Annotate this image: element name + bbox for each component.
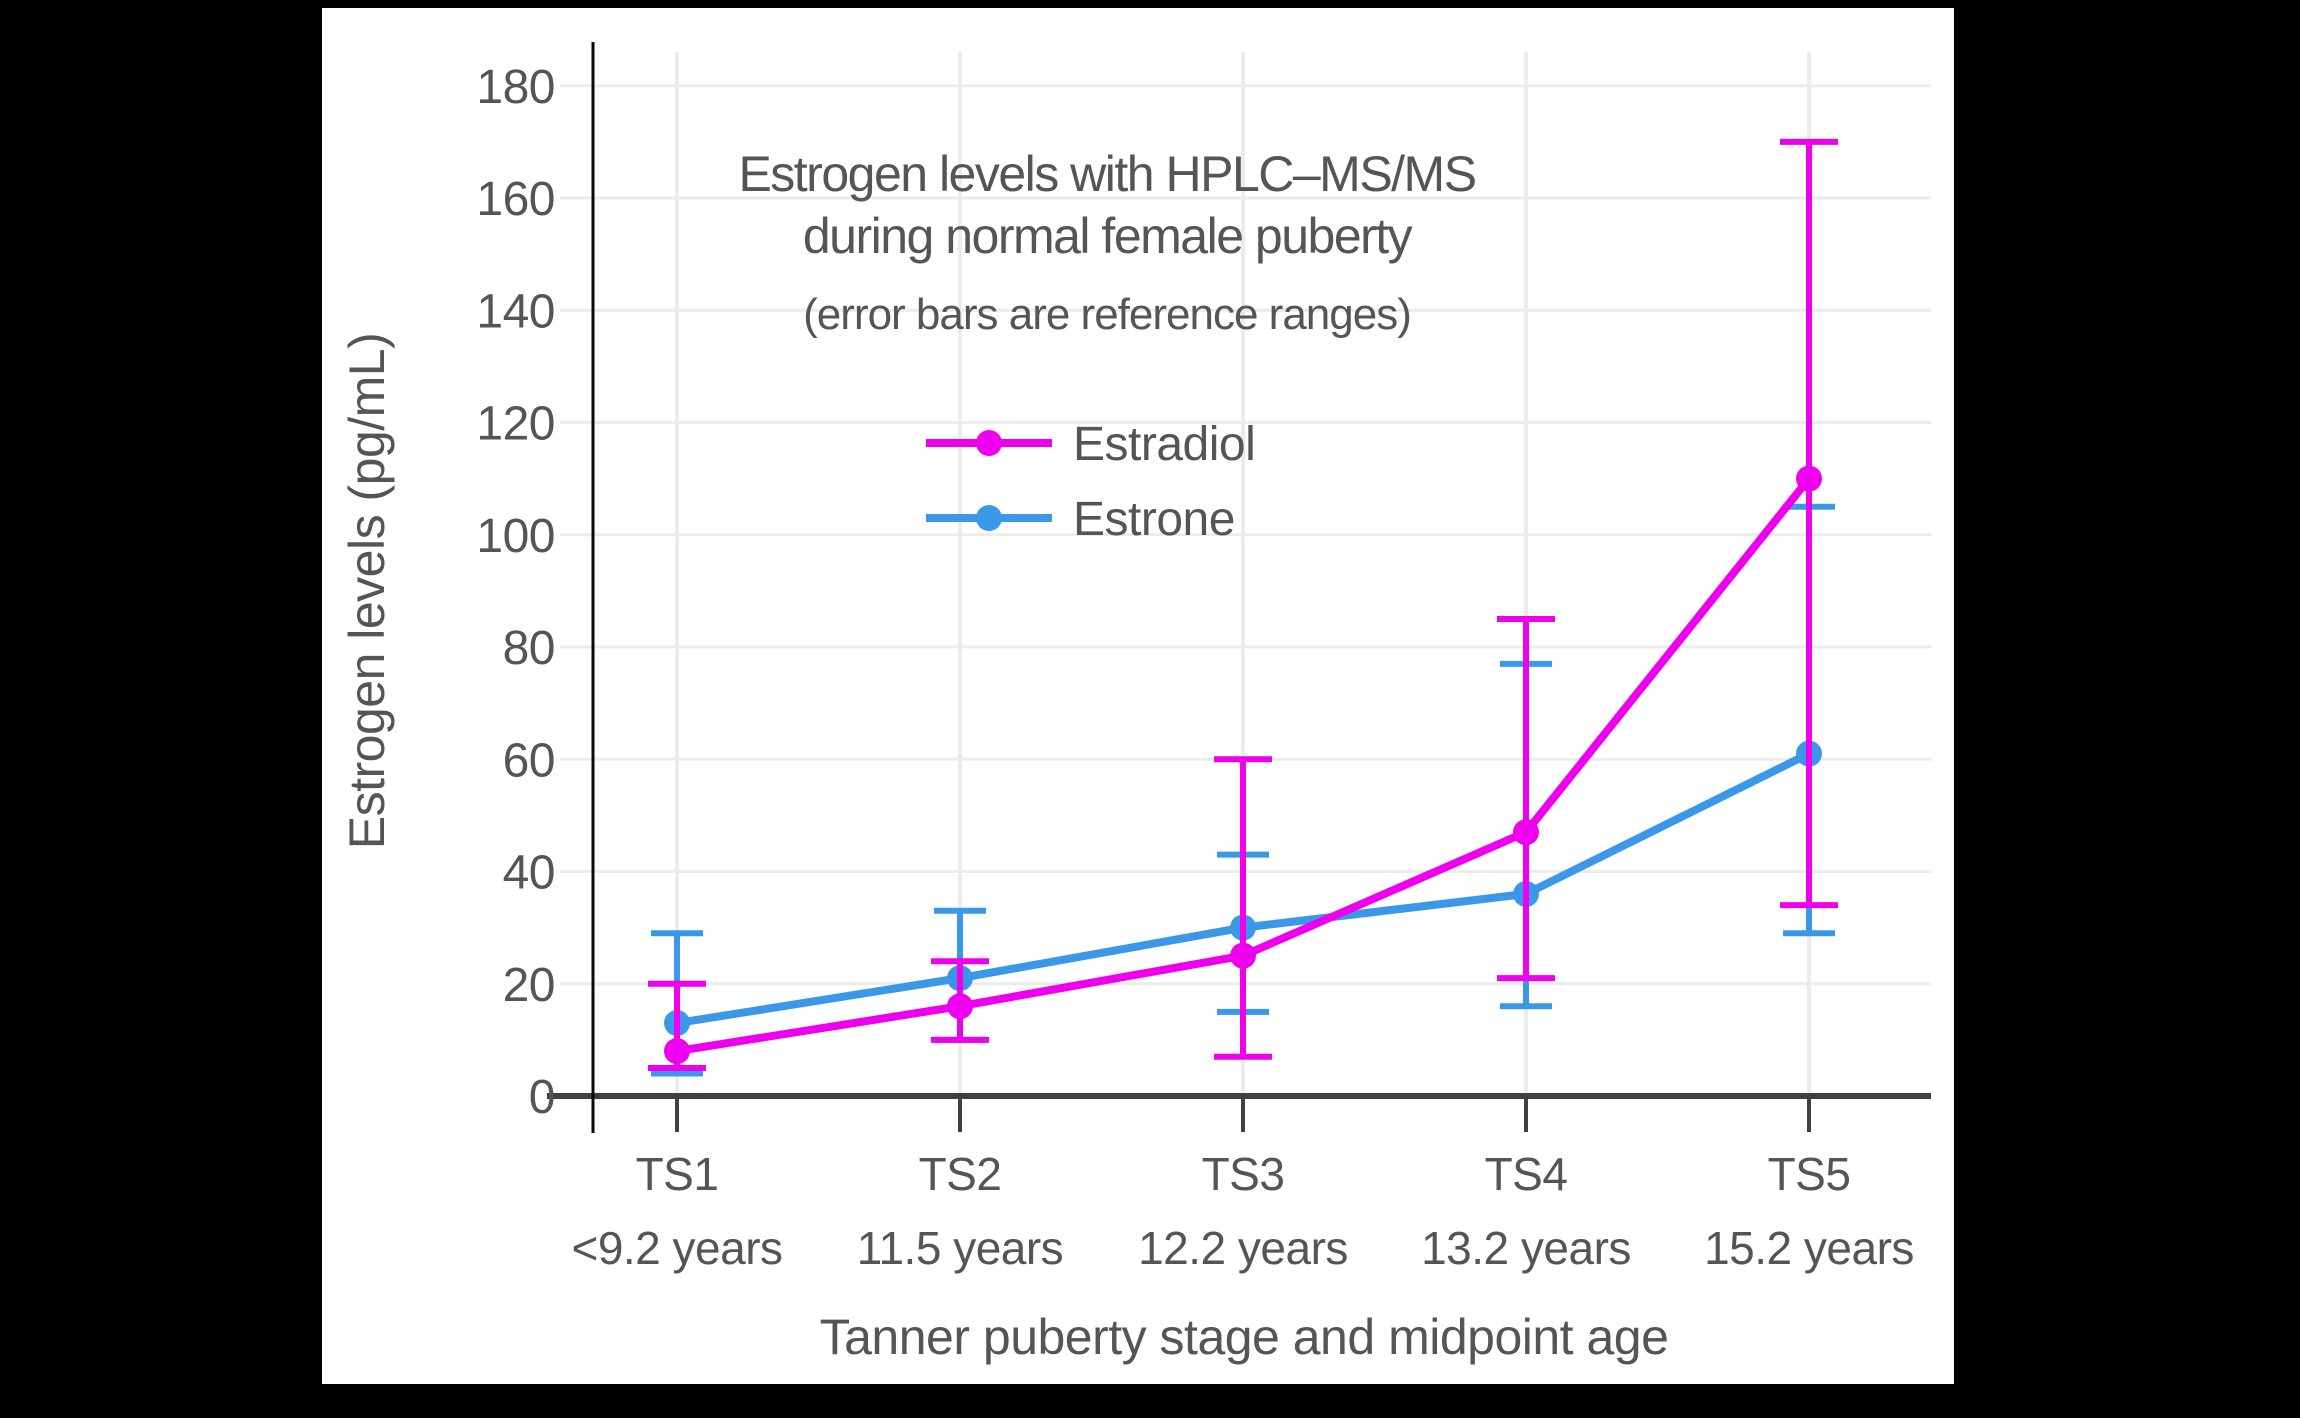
data-point-estradiol	[1796, 465, 1822, 492]
chart-subtitle: (error bars are reference ranges)	[803, 290, 1411, 339]
y-tick-label: 40	[503, 847, 555, 900]
legend-estradiol-label: Estradiol	[1073, 418, 1255, 471]
y-tick-label: 120	[476, 398, 555, 451]
chart-title-line2: during normal female puberty	[803, 208, 1413, 264]
legend: Estradiol Estrone	[926, 418, 1256, 546]
data-series	[648, 138, 1838, 1077]
legend-estrone-dot-icon	[976, 505, 1002, 531]
x-tick-label: TS3	[1202, 1148, 1285, 1200]
x-tick-label: TS5	[1768, 1148, 1851, 1200]
x-tick-sublabel: 11.5 years	[857, 1222, 1063, 1274]
y-tick-label: 160	[476, 173, 555, 226]
x-tick-sublabel: <9.2 years	[571, 1222, 782, 1274]
legend-estrone-label: Estrone	[1073, 493, 1235, 546]
data-point-estradiol	[1513, 819, 1539, 846]
chart-canvas: 0 20 40 60 80 100 120 140 160 180 TS1 <9.2 years TS2…	[322, 8, 1954, 1384]
x-axis-title: Tanner puberty stage and midpoint age	[820, 1309, 1669, 1365]
x-tick-sublabel: 12.2 years	[1138, 1222, 1348, 1274]
y-tick-label: 0	[529, 1071, 555, 1124]
y-tick-label: 140	[476, 285, 555, 338]
legend-estradiol-dot-icon	[976, 430, 1002, 456]
y-axis-title: Estrogen levels (pg/mL)	[339, 333, 395, 850]
line-chart: 0 20 40 60 80 100 120 140 160 180 TS1 <9.2 years TS2…	[339, 42, 1931, 1365]
x-tick-label: TS1	[636, 1148, 719, 1200]
y-tick-label: 60	[503, 734, 555, 787]
y-tick-label: 180	[476, 61, 555, 114]
y-tick-label: 100	[476, 510, 555, 563]
chart-title-line1: Estrogen levels with HPLC–MS/MS	[738, 146, 1475, 202]
data-point-estradiol	[1230, 942, 1256, 969]
x-tick-label: TS4	[1485, 1148, 1568, 1200]
axis-ticks-and-labels: 0 20 40 60 80 100 120 140 160 180 TS1 <9.2 years TS2…	[476, 61, 1914, 1274]
y-tick-label: 20	[503, 959, 555, 1012]
data-point-estradiol	[947, 993, 973, 1020]
x-tick-sublabel: 13.2 years	[1421, 1222, 1631, 1274]
data-point-estradiol	[664, 1038, 690, 1065]
x-tick-label: TS2	[919, 1148, 1002, 1200]
x-tick-sublabel: 15.2 years	[1704, 1222, 1914, 1274]
y-tick-label: 80	[503, 622, 555, 675]
